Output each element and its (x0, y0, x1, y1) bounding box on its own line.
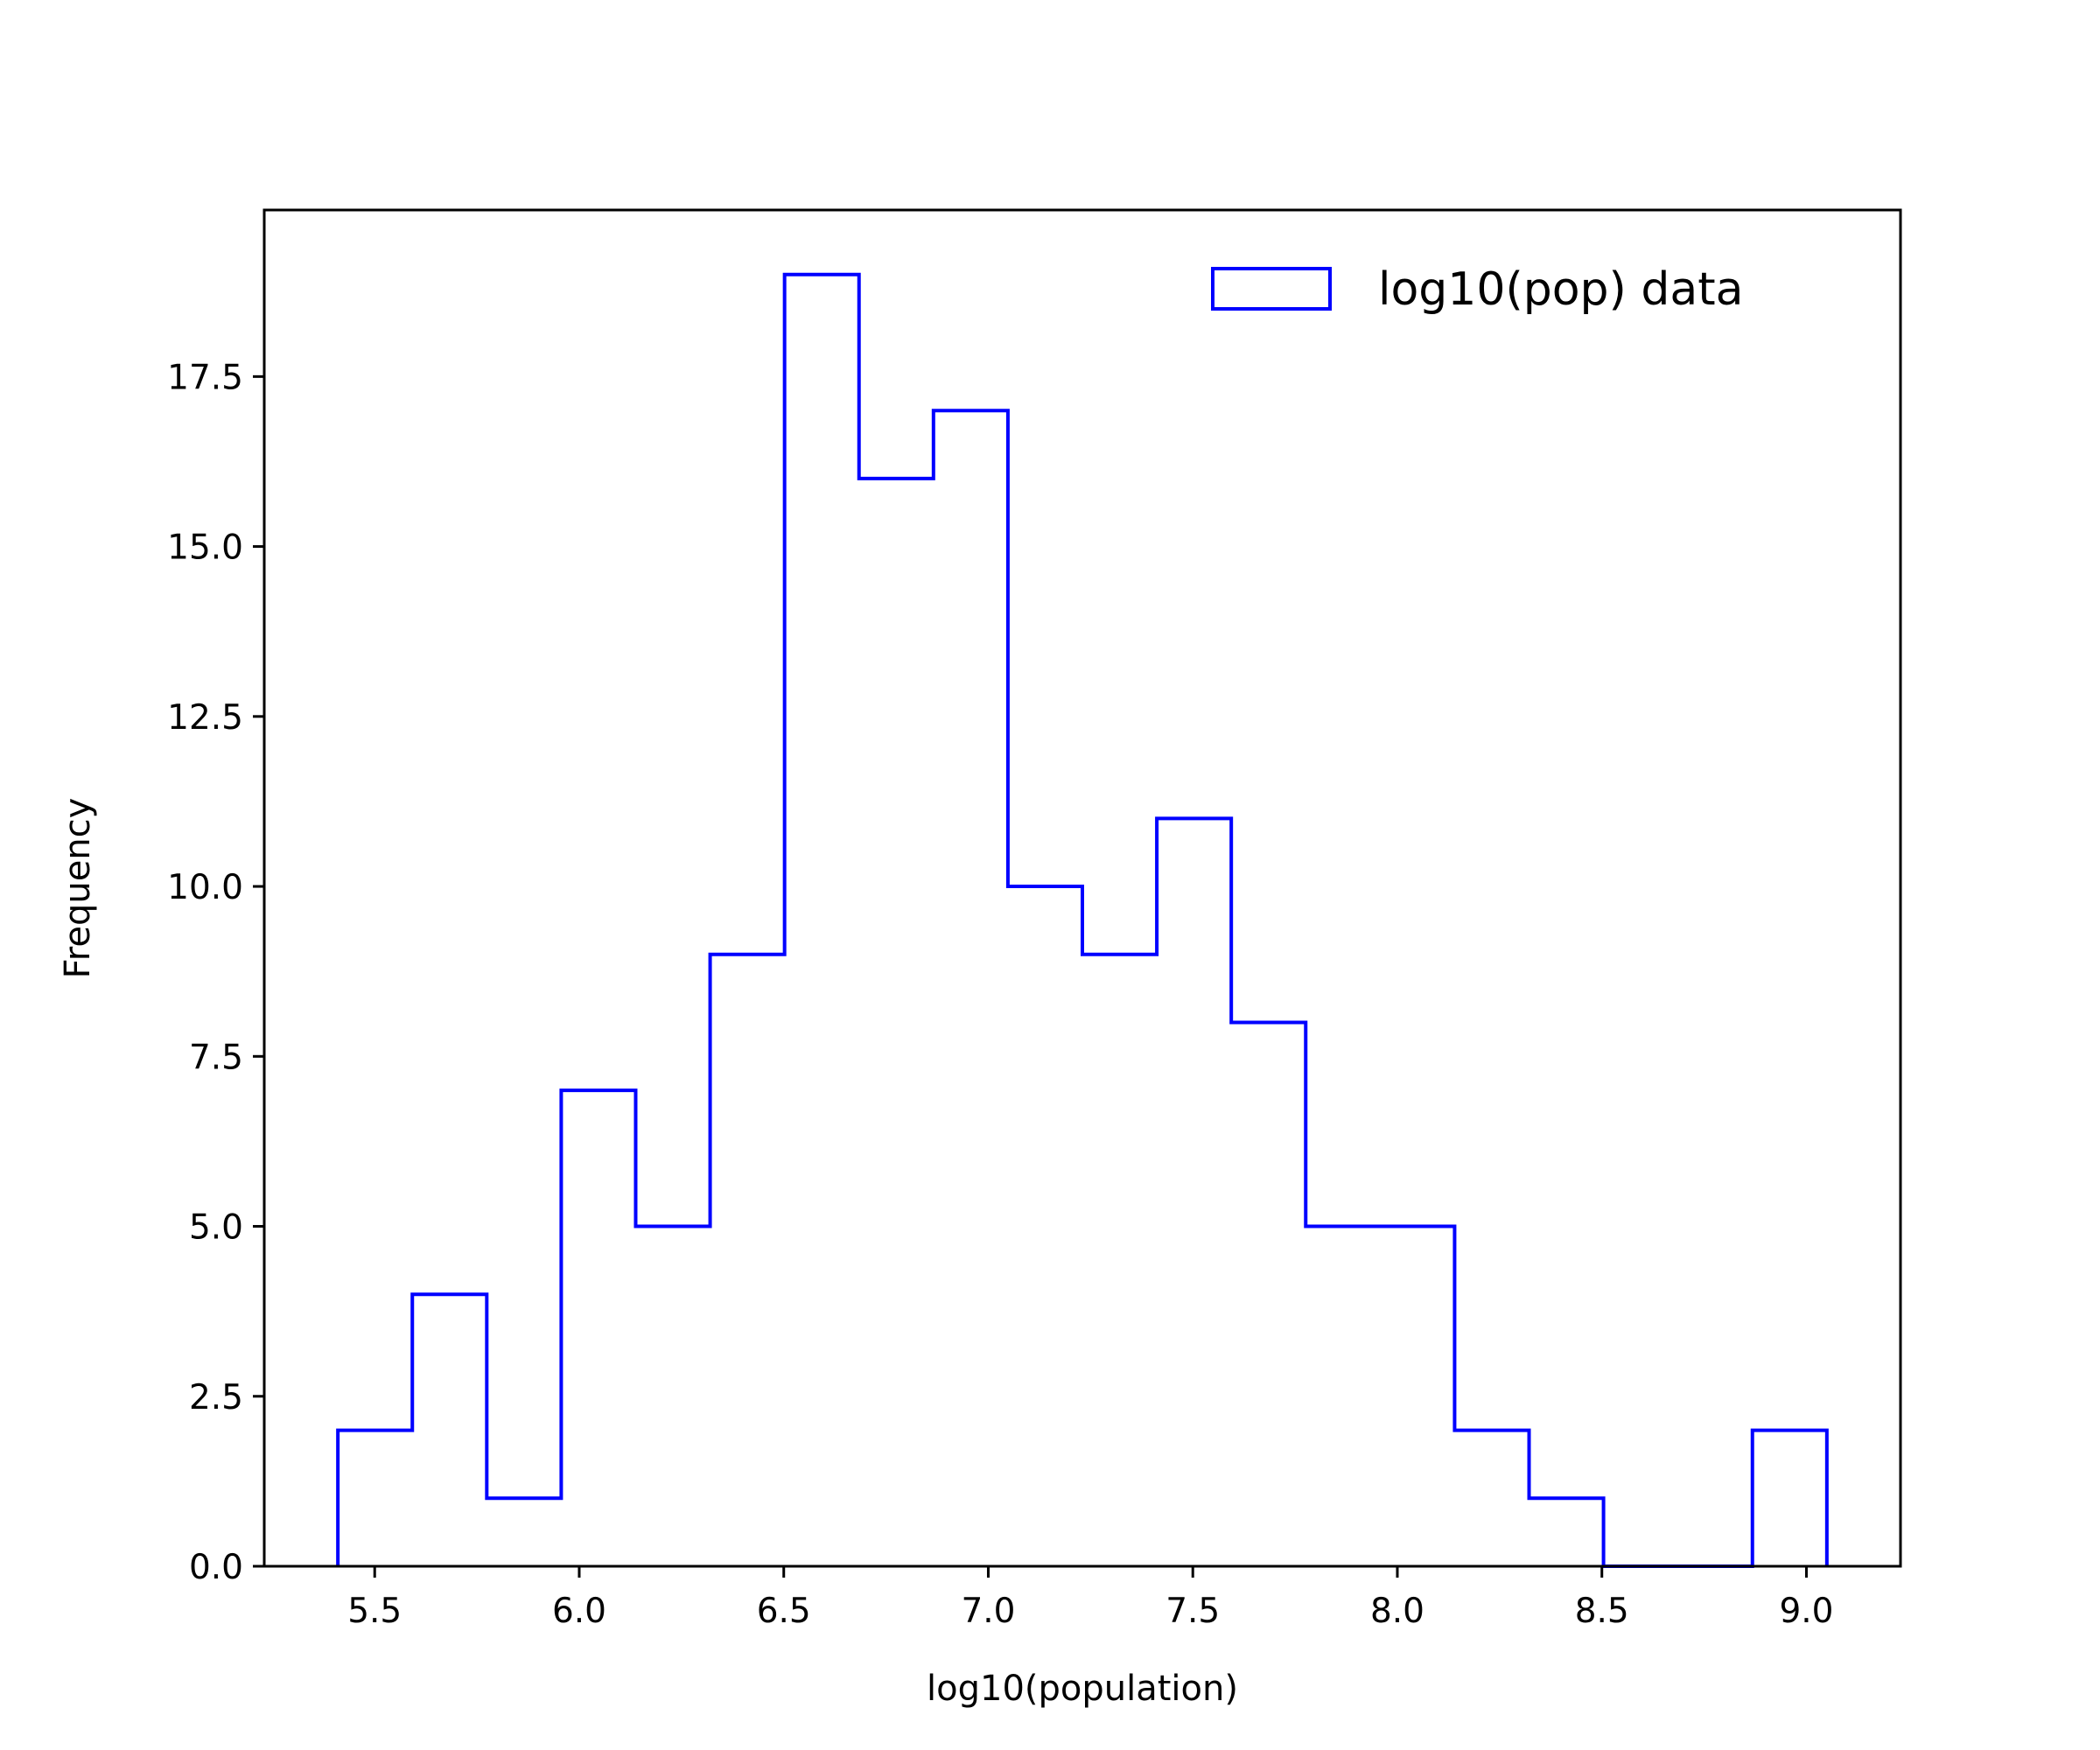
y-tick-label: 7.5 (189, 1038, 243, 1077)
x-axis: 5.5 6.0 6.5 7.0 7.5 8.0 8.5 9.0 (347, 1566, 1833, 1631)
y-tick-label: 5.0 (189, 1208, 243, 1248)
y-tick-label: 10.0 (167, 868, 243, 907)
x-tick-label: 6.5 (757, 1592, 811, 1631)
x-tick-label: 6.0 (552, 1592, 606, 1631)
y-axis: 0.0 2.5 5.0 7.5 10.0 12.5 15.0 17.5 (167, 358, 264, 1587)
y-tick-label: 15.0 (167, 528, 243, 568)
x-axis-label: log10(population) (927, 1669, 1238, 1709)
y-tick-label: 2.5 (189, 1378, 243, 1418)
y-tick-label: 12.5 (167, 698, 243, 738)
histogram-layer (336, 272, 1829, 1568)
plot-frame (262, 208, 1902, 1568)
legend: log10(pop) data (1211, 263, 1744, 316)
y-tick-label: 0.0 (189, 1548, 243, 1587)
legend-label: log10(pop) data (1378, 263, 1744, 316)
x-tick-label: 7.0 (961, 1592, 1015, 1631)
legend-swatch (1211, 267, 1332, 311)
y-axis-label: Frequency (58, 798, 98, 979)
x-tick-label: 5.5 (347, 1592, 402, 1631)
x-tick-label: 9.0 (1779, 1592, 1833, 1631)
x-tick-label: 8.0 (1370, 1592, 1424, 1631)
histogram-step-line (336, 272, 1829, 1568)
y-tick-label: 17.5 (167, 358, 243, 397)
x-tick-label: 8.5 (1575, 1592, 1629, 1631)
x-tick-label: 7.5 (1166, 1592, 1220, 1631)
